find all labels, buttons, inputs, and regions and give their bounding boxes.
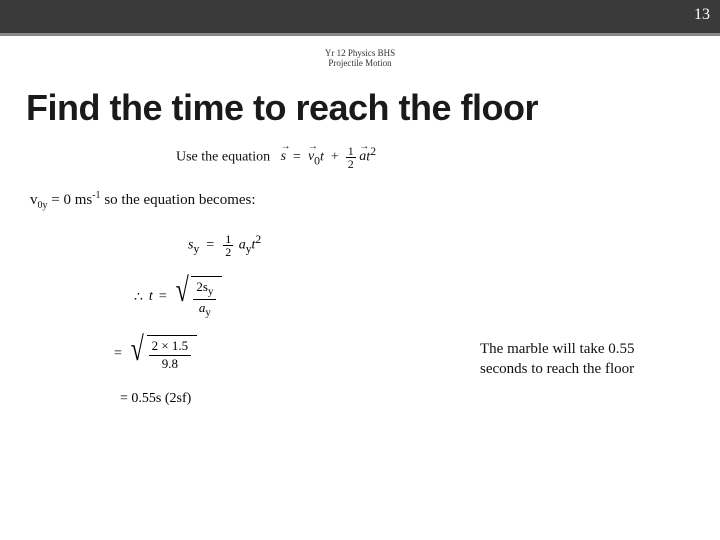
plus-sign: + xyxy=(331,149,339,164)
equation-sy: sy = 1 2 ayt2 xyxy=(188,233,694,258)
header-label: Yr 12 Physics BHS Projectile Motion xyxy=(0,48,720,69)
page-number: 13 xyxy=(694,6,710,24)
equation-solve-t: ∴ t = √ 2sy ay xyxy=(134,276,694,319)
t-eq: = xyxy=(159,289,167,305)
sqrt-expr: √ 2sy ay xyxy=(173,276,223,319)
radicand: 2sy ay xyxy=(191,276,222,319)
v0y-pre: v xyxy=(30,192,38,208)
sy-a: a xyxy=(239,237,246,252)
sy-num: 1 xyxy=(223,233,233,246)
t-frac-num: 2sy xyxy=(193,280,216,300)
sy-den: 2 xyxy=(223,246,233,258)
t-frac-den: ay xyxy=(193,300,216,319)
v0y-mid: = 0 ms xyxy=(48,192,93,208)
sy-eq: = xyxy=(206,237,214,252)
symbol-t: t xyxy=(320,149,324,164)
t-num-sub: y xyxy=(208,285,213,297)
therefore-symbol: ∴ xyxy=(134,289,143,306)
vector-v0: →v xyxy=(308,149,314,165)
sy-sub: y xyxy=(193,242,199,255)
header-line1: Yr 12 Physics BHS xyxy=(0,48,720,58)
vector-a: →a xyxy=(359,149,366,165)
sub-den: 9.8 xyxy=(149,356,192,372)
radical-icon: √ xyxy=(176,276,189,319)
v0y-post: so the equation becomes: xyxy=(101,192,256,208)
radicand-2: 2 × 1.5 9.8 xyxy=(147,335,198,373)
equals-sign: = xyxy=(293,149,301,164)
t-symbol: t xyxy=(149,289,153,305)
sub-eq: = xyxy=(114,346,122,362)
fraction-half-2: 1 2 xyxy=(223,233,233,258)
answer-text: The marble will take 0.55 seconds to rea… xyxy=(480,340,660,379)
header-line2: Projectile Motion xyxy=(0,58,720,68)
slide-title: Find the time to reach the floor xyxy=(26,87,694,129)
sy-t-sup: 2 xyxy=(255,233,261,246)
t-den-sub: y xyxy=(205,306,210,318)
sub-num: 2 × 1.5 xyxy=(149,339,192,356)
sup-2: 2 xyxy=(370,145,376,158)
vector-s: →s xyxy=(281,149,286,165)
v0y-sub: 0y xyxy=(38,200,48,211)
equation-kinematic: Use the equation →s = →v0t + 1 2 →at2 xyxy=(176,145,694,170)
sqrt-expr-2: √ 2 × 1.5 9.8 xyxy=(128,335,197,373)
fraction-half: 1 2 xyxy=(346,145,356,170)
equation-result: = 0.55s (2sf) xyxy=(120,391,694,407)
radical-icon-2: √ xyxy=(131,335,144,373)
header-band: 13 xyxy=(0,0,720,36)
initial-velocity-note: v0y = 0 ms-1 so the equation becomes: xyxy=(30,190,694,211)
den-2: 2 xyxy=(346,158,356,170)
v0y-sup: -1 xyxy=(92,190,100,201)
eq-use-text: Use the equation xyxy=(176,149,270,164)
num-1: 1 xyxy=(346,145,356,158)
